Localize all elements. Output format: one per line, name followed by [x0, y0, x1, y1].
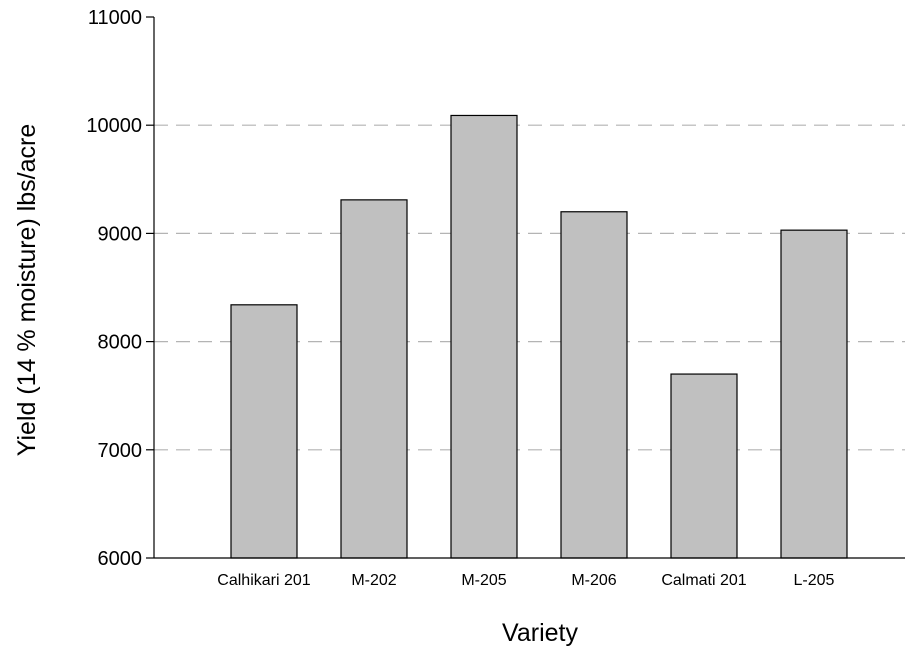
bar: [340, 199, 408, 559]
y-tick-label: 11000: [88, 7, 142, 29]
bar: [670, 373, 738, 559]
category-label: M-202: [351, 572, 396, 589]
bar: [230, 304, 298, 559]
y-ticks: 6000 7000 8000 9000 10000 11000: [86, 7, 154, 570]
bar: [780, 229, 848, 559]
category-label: Calhikari 201: [217, 572, 310, 589]
category-label: Calmati 201: [661, 572, 746, 589]
gridlines: [154, 124, 905, 451]
y-tick-label: 9000: [98, 223, 143, 245]
bar: [560, 211, 628, 559]
bar: [450, 114, 518, 559]
y-tick-label: 6000: [98, 548, 143, 570]
x-tick-labels: Calhikari 201 M-202 M-205 M-206 Calmati 201 L…: [217, 572, 834, 589]
category-label: M-205: [461, 572, 506, 589]
x-axis-title: Variety: [502, 619, 578, 647]
bars: [230, 114, 848, 559]
y-tick-label: 7000: [98, 440, 143, 462]
y-tick-label: 10000: [86, 115, 142, 137]
y-tick-label: 8000: [98, 332, 143, 354]
axes: [153, 17, 905, 559]
category-label: L-205: [794, 572, 835, 589]
category-label: M-206: [571, 572, 616, 589]
y-axis-title: Yield (14 % moisture) lbs/acre: [13, 124, 41, 457]
